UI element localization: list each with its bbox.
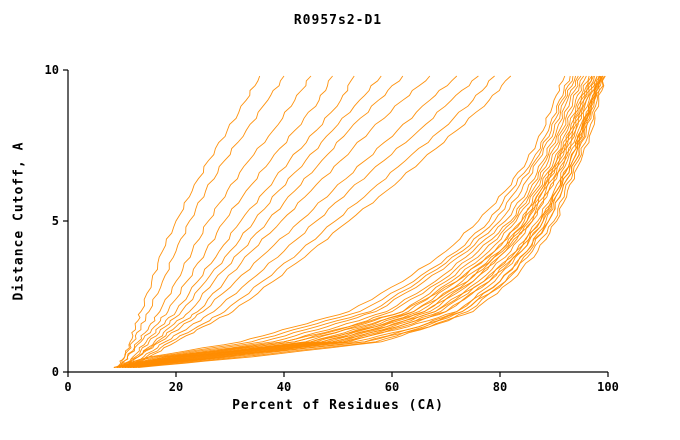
svg-text:80: 80	[493, 380, 507, 394]
svg-text:40: 40	[277, 380, 291, 394]
svg-text:100: 100	[597, 380, 619, 394]
y-axis-label: Distance Cutoff, A	[11, 141, 27, 301]
svg-text:0: 0	[52, 365, 59, 379]
svg-text:0: 0	[64, 380, 71, 394]
x-axis-label: Percent of Residues (CA)	[232, 398, 444, 413]
svg-text:60: 60	[385, 380, 399, 394]
svg-text:5: 5	[52, 214, 59, 228]
chart-title: R0957s2-D1	[293, 13, 383, 28]
svg-text:10: 10	[45, 63, 59, 77]
svg-text:20: 20	[169, 380, 183, 394]
